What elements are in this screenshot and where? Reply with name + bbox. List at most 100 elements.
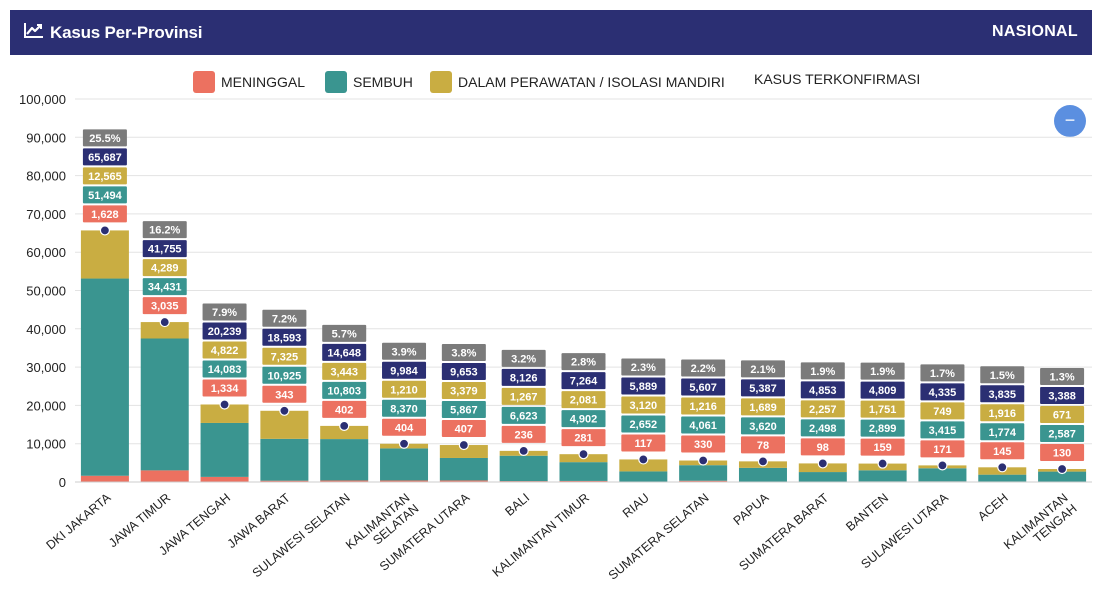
data-label-perawatan-box: [860, 400, 905, 418]
data-label-perawatan-box: [561, 391, 606, 409]
data-label-percent-box: [382, 342, 427, 360]
confirmed-point: [279, 405, 290, 416]
data-label-perawatan-box: [501, 387, 546, 405]
bar-sembuh: [200, 422, 249, 477]
x-tick-label-group: BANTEN: [843, 491, 891, 534]
legend-item-sembuh[interactable]: SEMBUH: [325, 71, 413, 93]
legend-swatch-sembuh: [325, 71, 347, 93]
data-label-percent: 1.9%: [810, 366, 835, 378]
data-label-percent-box: [740, 360, 785, 378]
legend-swatch-perawatan: [430, 71, 452, 93]
x-tick-label-group: SULAWESI SELATAN: [250, 491, 353, 581]
x-tick-label-group: PAPUA: [731, 490, 772, 528]
data-label-sembuh-box: [142, 278, 187, 296]
confirmed-point: [458, 439, 469, 451]
data-label-meninggal: 407: [455, 424, 473, 436]
legend-label-meninggal: MENINGGAL: [221, 74, 306, 90]
data-label-sembuh: 5,867: [450, 405, 478, 417]
y-tick-label: 70,000: [26, 207, 66, 222]
legend-item-perawatan[interactable]: DALAM PERAWATAN / ISOLASI MANDIRI: [430, 71, 725, 93]
x-tick-label-group: SUMATERA SELATAN: [606, 491, 712, 583]
data-label-konfirmasi: 9,653: [450, 367, 478, 379]
data-label-perawatan: 3,443: [330, 366, 358, 378]
data-label-percent: 1.5%: [990, 370, 1015, 382]
data-label-meninggal-box: [441, 420, 486, 438]
data-label-perawatan-box: [322, 362, 367, 380]
data-label-konfirmasi-box: [920, 383, 965, 401]
bar-sembuh: [320, 439, 369, 481]
data-label-konfirmasi: 3,388: [1048, 391, 1076, 403]
data-label-percent: 1.3%: [1050, 372, 1075, 384]
data-label-sembuh: 10,803: [327, 385, 361, 397]
y-tick-label: 30,000: [26, 360, 66, 375]
region-label[interactable]: NASIONAL: [992, 23, 1078, 40]
bar-sembuh: [978, 474, 1027, 482]
data-label-perawatan: 2,081: [570, 395, 598, 407]
bar-perawatan: [619, 459, 668, 472]
data-label-konfirmasi-box: [681, 378, 726, 396]
y-tick-label: 60,000: [26, 245, 66, 260]
data-label-perawatan-box: [980, 404, 1025, 422]
data-label-percent: 2.2%: [691, 363, 716, 375]
legend-item-konfirmasi[interactable]: KASUS TERKONFIRMASI: [754, 71, 920, 87]
collapse-button[interactable]: −: [1054, 105, 1086, 137]
bar-meninggal: [320, 480, 369, 482]
data-label-meninggal-box: [501, 425, 546, 443]
data-label-percent: 2.8%: [571, 357, 596, 369]
data-label-meninggal-box: [82, 205, 127, 223]
x-tick-label: SULAWESI SELATAN: [250, 491, 353, 581]
data-label-meninggal: 1,334: [211, 383, 239, 395]
bar-sembuh: [559, 462, 608, 481]
confirmed-point: [698, 455, 709, 466]
data-label-sembuh: 51,494: [88, 190, 123, 202]
data-label-perawatan-box: [920, 402, 965, 420]
chart-header: Kasus Per-Provinsi NASIONAL: [10, 10, 1092, 55]
data-label-meninggal-box: [740, 436, 785, 454]
bar-sembuh: [1038, 471, 1087, 482]
bar-meninggal: [200, 476, 249, 482]
bar-perawatan: [80, 230, 129, 279]
data-label-konfirmasi-box: [441, 363, 486, 381]
x-tick-label-group: BALI: [502, 491, 532, 519]
data-label-perawatan: 4,822: [211, 345, 239, 357]
data-label-konfirmasi-box: [561, 372, 606, 390]
data-label-percent: 16.2%: [149, 225, 180, 237]
data-label-sembuh: 3,620: [749, 421, 777, 433]
data-label-konfirmasi: 7,264: [570, 376, 598, 388]
data-label-meninggal-box: [262, 385, 307, 403]
data-label-konfirmasi: 9,984: [390, 365, 418, 377]
data-label-perawatan: 1,916: [988, 408, 1016, 420]
data-label-perawatan-box: [382, 380, 427, 398]
legend-item-meninggal[interactable]: MENINGGAL: [193, 71, 305, 93]
data-label-meninggal-box: [920, 440, 965, 458]
data-label-sembuh: 14,083: [208, 364, 242, 376]
bar-meninggal: [439, 480, 488, 482]
x-tick-label: KALIMANTAN TIMUR: [490, 491, 592, 580]
data-label-sembuh-box: [262, 366, 307, 384]
y-tick-label: 10,000: [26, 437, 66, 452]
y-tick-label: 90,000: [26, 130, 66, 145]
data-label-sembuh-box: [202, 360, 247, 378]
confirmed-point: [937, 460, 948, 471]
bar-meninggal: [679, 480, 728, 482]
data-label-sembuh: 4,061: [689, 420, 717, 432]
data-label-meninggal-box: [621, 434, 666, 452]
data-label-percent: 3.2%: [511, 353, 536, 365]
data-label-percent-box: [681, 359, 726, 377]
data-label-sembuh: 10,925: [268, 370, 302, 382]
x-tick-label: ACEH: [975, 491, 1011, 524]
data-label-percent-box: [82, 129, 127, 147]
bar-sembuh: [260, 438, 309, 481]
x-tick-label-group: DKI JAKARTA: [44, 490, 114, 552]
data-label-konfirmasi-box: [142, 240, 187, 258]
data-label-konfirmasi-box: [262, 328, 307, 346]
data-label-percent: 2.3%: [631, 362, 656, 374]
data-label-meninggal: 171: [933, 444, 951, 456]
data-label-percent-box: [800, 362, 845, 380]
data-label-percent: 7.9%: [212, 307, 237, 319]
bar-perawatan: [200, 404, 249, 423]
data-label-sembuh: 8,370: [390, 403, 418, 415]
data-label-perawatan: 1,751: [869, 404, 897, 416]
data-label-konfirmasi-box: [322, 343, 367, 361]
